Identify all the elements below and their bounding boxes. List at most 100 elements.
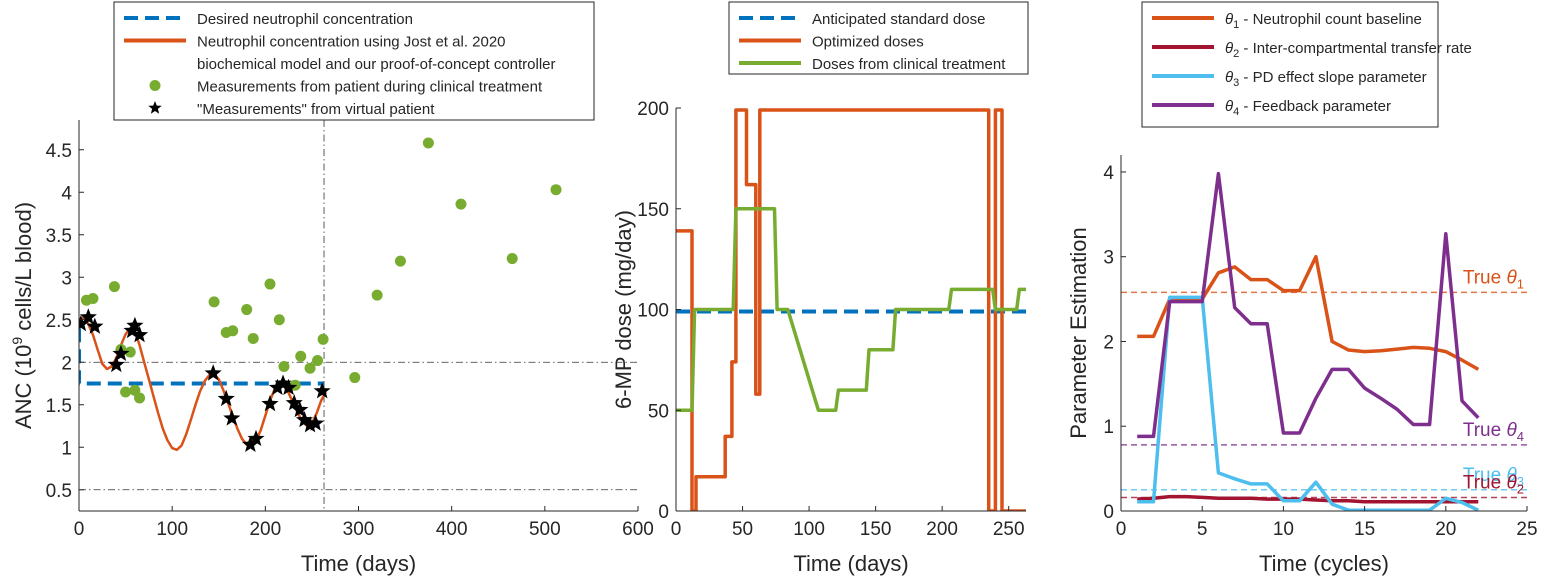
data-point-patient [317,333,329,345]
y-tick-label: 200 [637,99,669,120]
data-point-virtual [126,316,144,333]
data-point-virtual [274,374,292,391]
data-point-virtual [285,394,303,411]
y-axis-label: 6-MP dose (mg/day) [611,210,636,409]
series-line-4 [1137,171,1480,439]
y-tick-label: 1 [61,438,72,459]
x-axis-label: Time (days) [301,551,416,576]
series-line-2 [1137,494,1479,504]
x-tick-label: 0 [74,519,85,540]
data-point-patient [550,184,562,196]
legend-label: Desired neutrophil concentration [197,11,413,28]
data-point-patient [312,355,324,367]
data-point-patient [304,362,316,374]
data-point-patient [241,304,253,316]
data-point-virtual [131,326,149,343]
legend-label: θ4 - Feedback parameter [1225,98,1391,118]
data-point-patient [264,278,276,290]
x-tick-label: 250 [993,519,1025,540]
x-tick-label: 600 [622,519,654,540]
chart-panel-1: 0 100 200 300 400 500 600 0.5 1 1.5 2 2.5 3 3.5 4 4.5 Ti… [9,1,654,576]
x-tick-label: 100 [793,519,825,540]
y-tick-label: 150 [637,200,669,221]
y-tick-label: 3 [1103,248,1114,269]
x-tick-label: 15 [1354,519,1375,540]
legend-label: θ3 - PD effect slope parameter [1225,69,1427,89]
x-tick-label: 100 [156,519,188,540]
data-point-patient [422,137,434,149]
legend: Desired neutrophil concentration Neutroph… [113,1,595,121]
legend-box [113,1,595,121]
data-point-patient [134,392,146,404]
data-point-patient [87,293,99,304]
legend-label: Neutrophil concentration using Jost et a… [197,34,506,51]
y-axis-label: Parameter Estimation [1066,227,1091,439]
legend: Anticipated standard dose Optimized doses… [728,1,1029,75]
data-point-patient [506,253,518,265]
x-tick-label: 400 [436,519,468,540]
data-point-patient [120,386,132,398]
y-tick-label: 0 [658,502,669,523]
data-point-virtual [268,378,286,395]
data-point-virtual [112,344,130,361]
data-point-virtual [241,435,259,452]
data-point-virtual [79,308,97,325]
series-line-3 [676,207,1026,413]
plot-area [79,120,638,511]
plot-area [676,108,1026,511]
x-tick-label: 20 [1435,519,1456,540]
data-point-virtual [295,411,313,428]
chart-panel-2: 0 50 100 150 200 250 0 50 100 150 200 Time (days) 6-… [611,1,1029,576]
legend-label: Optimized doses [812,34,924,51]
annotation-true-theta: True θ1 [1463,267,1524,291]
data-point-virtual [280,378,298,395]
series-line-2 [676,108,1026,511]
data-point-patient [273,314,285,326]
data-point-patient [371,289,383,301]
data-point-virtual [261,394,279,412]
annotation-true-theta: True θ4 [1463,420,1524,444]
x-tick-label: 500 [529,519,561,540]
chart-panel-3: 0 5 10 15 20 25 0 1 2 3 4 Time (cycles) Parameter Es… [1066,1,1538,576]
annotation-true-theta: True θ3 [1463,465,1524,489]
y-tick-label: 4 [1103,163,1114,184]
data-point-virtual [247,429,265,446]
data-point-patient [349,372,361,384]
data-point-virtual [313,382,331,399]
y-axis-label: ANC (109 cells/L blood) [9,202,36,429]
x-tick-label: 0 [671,519,682,540]
plot-area [1121,171,1527,511]
y-tick-label: 3.5 [46,226,72,247]
y-tick-label: 4 [61,183,72,204]
annotation-true-theta: True θ2 [1463,472,1524,496]
y-tick-label: 100 [637,301,669,322]
x-tick-label: 150 [860,519,892,540]
data-point-virtual [307,414,325,431]
data-point-patient [278,361,290,372]
legend-label: "Measurements" from virtual patient [197,101,435,118]
series-line-1 [79,328,324,386]
data-point-patient [295,350,307,362]
data-point-virtual [223,409,241,426]
legend-symbol [148,101,162,114]
y-tick-label: 50 [648,401,669,422]
x-tick-label: 5 [1197,519,1208,540]
legend-label: Measurements from patient during clinica… [197,79,543,96]
x-axis-label: Time (cycles) [1259,551,1389,576]
x-tick-label: 200 [926,519,958,540]
data-point-virtual [107,355,125,373]
data-point-patient [227,325,239,337]
data-point-virtual [217,389,235,407]
y-tick-label: 2 [1103,332,1114,353]
legend: θ1 - Neutrophil count baseline θ2 - Inter… [1141,1,1472,128]
legend-label: θ2 - Inter-compartmental transfer rate [1225,40,1472,60]
x-tick-label: 50 [732,519,753,540]
y-tick-label: 0.5 [46,481,72,502]
data-point-virtual [301,416,319,433]
data-point-patient [124,346,136,358]
data-point-patient [247,332,259,344]
data-point-patient [208,296,220,308]
y-tick-label: 4.5 [46,141,72,162]
data-point-virtual [291,400,309,418]
